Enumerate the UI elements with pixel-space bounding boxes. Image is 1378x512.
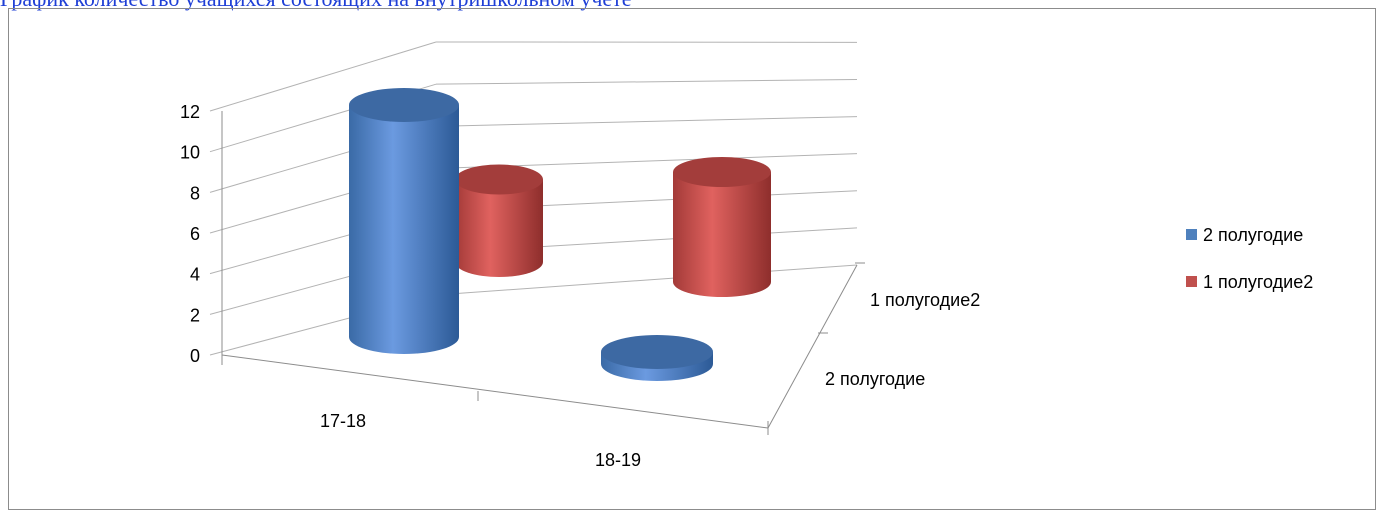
bar-top: [349, 88, 459, 122]
gridline: [435, 116, 858, 127]
depth-axis: [767, 264, 858, 429]
axes: [221, 111, 865, 435]
gridline-side: [209, 41, 437, 112]
bar: [673, 157, 771, 297]
legend: 2 полугодие 1 полугодие2: [1186, 225, 1313, 292]
bar-body: [673, 172, 771, 297]
bar-body: [349, 105, 459, 354]
tick-labels: 0 2 4 6 8 10 12 17-18 18-19 2 полугодие 1 полугоди…: [180, 102, 980, 470]
bar-top: [673, 157, 771, 187]
legend-swatch: [1186, 276, 1197, 287]
y-tick-label: 4: [190, 265, 200, 285]
y-tick-label: 12: [180, 102, 200, 122]
gridline: [435, 264, 858, 296]
y-tick-label: 2: [190, 305, 200, 325]
bar-top: [455, 164, 543, 195]
chart-title: График количество учащихся состоящих на …: [0, 0, 632, 12]
legend-label: 1 полугодие2: [1203, 272, 1313, 292]
depth-tick-label: 2 полугодие: [825, 369, 925, 389]
x-tick-label: 17-18: [320, 411, 366, 431]
y-tick-label: 0: [190, 346, 200, 366]
legend-swatch: [1186, 229, 1197, 240]
gridline: [435, 78, 858, 85]
y-tick-label: 10: [180, 143, 200, 163]
chart-frame: [8, 8, 1376, 510]
bar-top: [601, 335, 713, 369]
bar: [455, 164, 543, 277]
legend-label: 2 полугодие: [1203, 225, 1303, 245]
x-tick-label: 18-19: [595, 450, 641, 470]
y-tick-label: 8: [190, 183, 200, 203]
bar: [601, 335, 713, 381]
x-axis: [221, 354, 769, 429]
y-tick-label: 6: [190, 224, 200, 244]
depth-tick-label: 1 полугодие2: [870, 290, 980, 310]
bars: [349, 88, 771, 381]
bar-body: [455, 179, 543, 277]
bar: [349, 88, 459, 354]
